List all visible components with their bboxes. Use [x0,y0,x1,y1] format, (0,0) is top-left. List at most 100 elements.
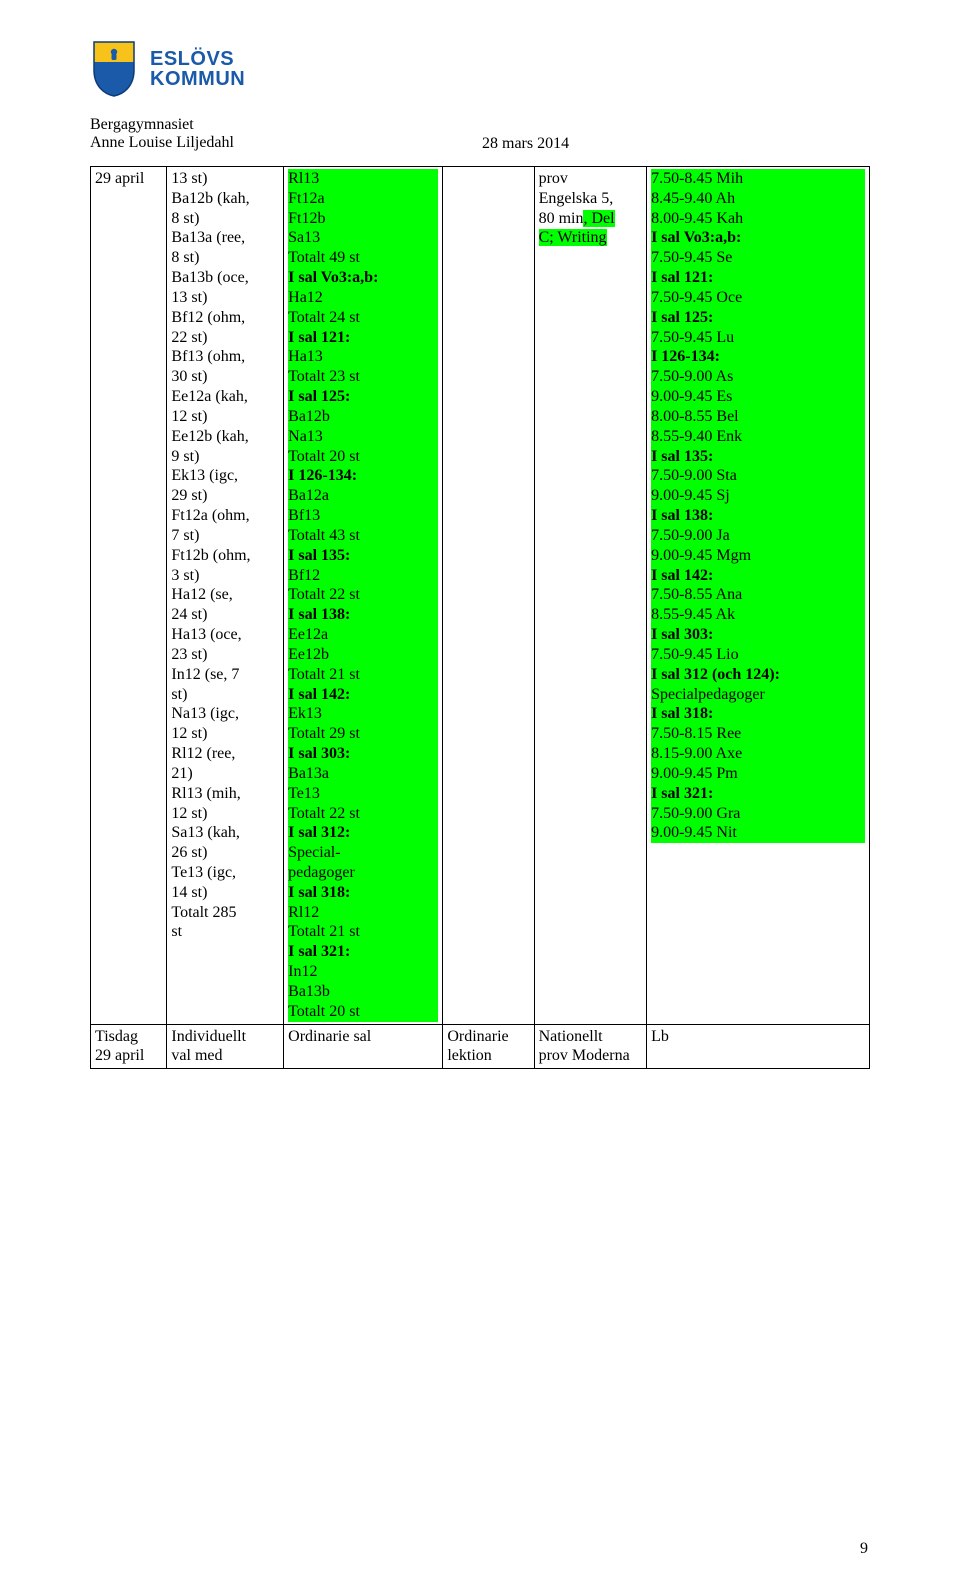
cell-exam: provEngelska 5,80 min, DelC; Writing [534,167,646,1025]
text: I sal 135: [651,447,865,467]
text: 8.55-9.40 Enk [651,427,865,447]
text-run: 8.55-9.45 Ak [651,605,865,625]
text: 23 st) [171,645,279,665]
text-run: I sal 321: [651,784,865,804]
text-run: Ba12b [288,407,438,427]
text: 7.50-8.15 Ree [651,724,865,744]
text: Ba13b [288,982,438,1002]
text-run: 8.00-8.55 Bel [651,407,865,427]
text: 7.50-9.00 As [651,367,865,387]
page-number: 9 [860,1540,868,1558]
text: prov [539,169,642,189]
text: I sal 312: [288,823,438,843]
text: Bf12 (ohm, [171,308,279,328]
text: Rl13 (mih, [171,784,279,804]
text: 12 st) [171,407,279,427]
text-run: 7.50-9.45 Oce [651,288,865,308]
text-run: Ft12a [288,189,438,209]
table-row: Tisdag 29 april Individuellt val med Ord… [91,1024,870,1069]
text: Totalt 20 st [288,447,438,467]
text: Ba13b (oce, [171,268,279,288]
text: Ee12a (kah, [171,387,279,407]
cell-rooms: Ordinarie sal [284,1024,443,1069]
text: I sal 318: [651,704,865,724]
text-run: Totalt 43 st [288,526,438,546]
brand-line1: ESLÖVS [150,49,245,69]
text: Te13 (igc, [171,863,279,883]
text-run: I sal 318: [288,883,438,903]
text: Ba13a [288,764,438,784]
text: 7.50-9.00 Sta [651,466,865,486]
text: Bf13 [288,506,438,526]
text-run: Ek13 [288,704,438,724]
text: In12 [288,962,438,982]
cell-times: 7.50-8.45 Mih8.45-9.40 Ah8.00-9.45 KahI … [647,167,870,1025]
text: I sal 303: [288,744,438,764]
text: 21) [171,764,279,784]
schedule-table: 29 april 13 st)Ba12b (kah,8 st)Ba13a (re… [90,166,870,1069]
text-run: C; Writing [539,229,607,246]
text: 7.50-9.45 Lu [651,328,865,348]
text: 29 april [95,170,144,187]
text: I sal 125: [288,387,438,407]
school-name: Bergagymnasiet [90,116,870,134]
text-run: I sal 321: [288,942,438,962]
text: Bf12 [288,566,438,586]
text: Totalt 22 st [288,585,438,605]
text-run: 7.50-9.45 Lu [651,328,865,348]
text: Bf13 (ohm, [171,347,279,367]
text-run: Ha12 [288,288,438,308]
text: I sal 121: [288,328,438,348]
text: I sal 135: [288,546,438,566]
text: 30 st) [171,367,279,387]
text-run: I sal Vo3:a,b: [651,228,865,248]
text-run: 9.00-9.45 Pm [651,764,865,784]
text-run: Te13 [288,784,438,804]
text: Te13 [288,784,438,804]
text: 9.00-9.45 Nit [651,823,865,843]
text-run: 7.50-9.00 As [651,367,865,387]
text: Ba12b [288,407,438,427]
text: 7.50-9.00 Ja [651,526,865,546]
text: Ee12b (kah, [171,427,279,447]
text: Ft12b (ohm, [171,546,279,566]
text: Ft12a (ohm, [171,506,279,526]
text-run: Bf13 [288,506,438,526]
text: Totalt 29 st [288,724,438,744]
text-run: 8.15-9.00 Axe [651,744,865,764]
text: Sa13 (kah, [171,823,279,843]
text: Tisdag [95,1027,162,1047]
text: I 126-134: [651,347,865,367]
text-run: Rl12 [288,903,438,923]
text-run: Ba13a [288,764,438,784]
text: Ee12b [288,645,438,665]
text-run: 7.50-8.55 Ana [651,585,865,605]
text-run: Totalt 23 st [288,367,438,387]
text: I sal 321: [288,942,438,962]
text-run: I sal 138: [288,605,438,625]
text: 7.50-9.00 Gra [651,804,865,824]
text-run: I 126-134: [651,347,865,367]
text-run: 80 min [539,210,584,227]
text: Na13 (igc, [171,704,279,724]
text-run: I sal 135: [651,447,865,467]
doc-meta: Bergagymnasiet Anne Louise Liljedahl 28 … [90,116,870,152]
cell-lesson: Ordinarie lektion [443,1024,534,1069]
text: Ha13 [288,347,438,367]
brand-text: ESLÖVS KOMMUN [150,49,245,89]
text-run: 7.50-9.45 Se [651,248,865,268]
text: 7.50-8.45 Mih [651,169,865,189]
shield-icon [90,40,138,98]
text: Ha12 (se, [171,585,279,605]
text: Totalt 21 st [288,922,438,942]
text-run: Ee12b [288,645,438,665]
text: pedagoger [288,863,438,883]
text: 8.00-9.45 Kah [651,209,865,229]
text: Lb [651,1028,669,1045]
text-run: Totalt 20 st [288,447,438,467]
text-run: 9.00-9.45 Sj [651,486,865,506]
text-run: Ha13 [288,347,438,367]
text: I sal 121: [651,268,865,288]
text: Totalt 22 st [288,804,438,824]
author-name: Anne Louise Liljedahl [90,134,870,152]
